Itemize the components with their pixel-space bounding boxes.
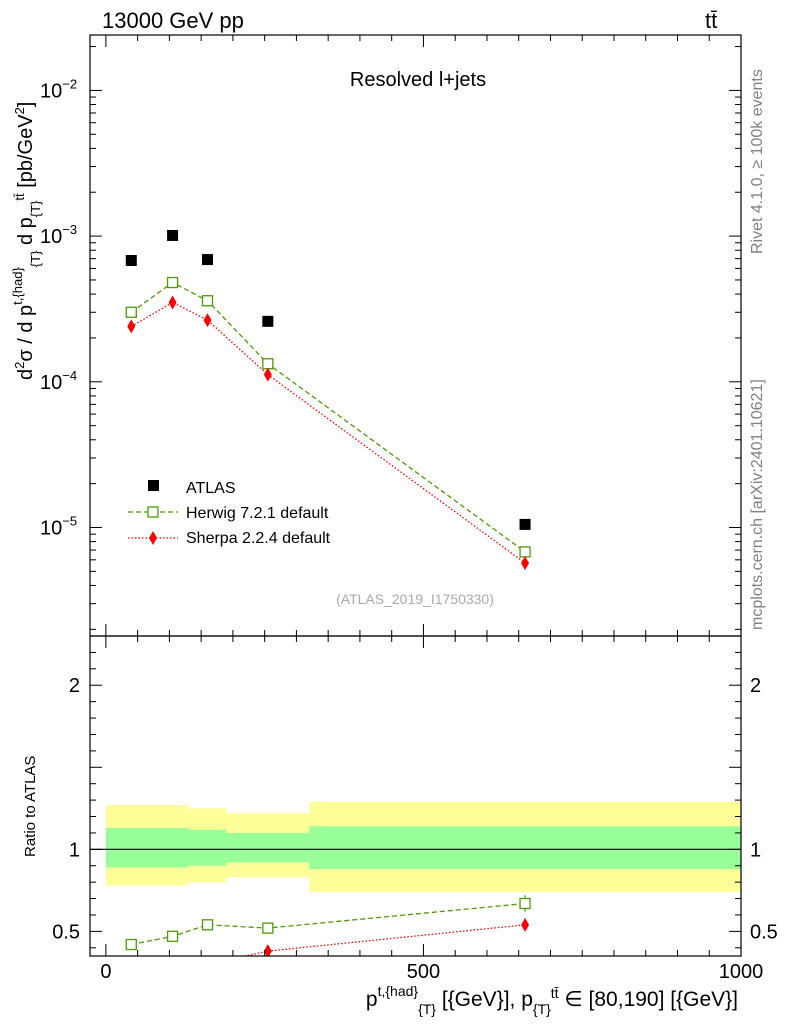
uncertainty-band-inner bbox=[105, 828, 189, 868]
data-point-herwig bbox=[166, 276, 179, 289]
ratio-point-sherpa bbox=[203, 957, 211, 971]
data-point-herwig bbox=[201, 295, 214, 307]
data-point-atlas bbox=[519, 518, 531, 530]
y-tick-label: 10−4 bbox=[40, 368, 77, 394]
data-point-sherpa bbox=[127, 319, 136, 334]
y-tick-label: 10−2 bbox=[40, 76, 77, 102]
ratio-point-sherpa bbox=[169, 967, 177, 981]
legend: ATLAS Herwig 7.2.1 default Sherpa 2.2.4 … bbox=[128, 480, 331, 547]
series-line-sherpa bbox=[130, 301, 526, 564]
header-energy-label: 13000 GeV pp bbox=[102, 8, 244, 33]
ratio-y-tick-label: 0.5 bbox=[52, 921, 80, 943]
ratio-y-tick-label-right: 1 bbox=[750, 839, 761, 861]
analysis-id-label: (ATLAS_2019_I1750330) bbox=[336, 591, 494, 607]
mcplots-label: mcplots.cern.ch [arXiv:2401.10621] bbox=[749, 379, 766, 630]
header-process-label: tt̄ bbox=[705, 8, 717, 33]
data-point-herwig bbox=[125, 306, 137, 318]
data-point-sherpa bbox=[203, 313, 212, 328]
ratio-frame bbox=[89, 635, 742, 957]
ratio-y-tick-label: 1 bbox=[69, 839, 80, 861]
uncertainty-band-inner bbox=[226, 832, 310, 863]
data-point-atlas bbox=[167, 229, 179, 241]
ratio-axes: 0.5 0.5 1 1 2 2 0 500 1000 bbox=[52, 636, 778, 983]
data-point-herwig bbox=[519, 546, 531, 558]
ratio-point-herwig bbox=[125, 938, 137, 951]
main-title: Resolved l+jets bbox=[350, 69, 486, 91]
y-tick-label: 10−5 bbox=[40, 513, 77, 539]
main-plot-content bbox=[125, 229, 531, 571]
ratio-point-herwig bbox=[519, 897, 531, 910]
ratio-point-herwig bbox=[166, 930, 179, 942]
main-axes: 10−2 10−3 10−4 10−5 bbox=[40, 35, 742, 636]
ratio-y-tick-label-right: 0.5 bbox=[750, 921, 778, 943]
data-point-sherpa bbox=[263, 367, 272, 382]
x-tick-label: 0 bbox=[100, 961, 111, 983]
ratio-panel: 0.5 0.5 1 1 2 2 0 500 1000 Ratio to ATLAS pt,{ha… bbox=[22, 635, 778, 1017]
y-tick-label: 10−3 bbox=[40, 222, 77, 248]
main-y-axis-label: d2σ / d pt,{had}{T} d p{T}tt̄ [pb/GeV2] bbox=[10, 102, 43, 380]
x-axis-label: pt,{had}{T} [{GeV}], p{T}tt̄ ∈ [80,190] … bbox=[366, 983, 738, 1017]
legend-marker-herwig bbox=[147, 506, 159, 518]
legend-marker-sherpa bbox=[149, 531, 157, 545]
ratio-point-sherpa bbox=[127, 974, 135, 988]
legend-label-sherpa: Sherpa 2.2.4 default bbox=[186, 530, 331, 547]
rivet-version-label: Rivet 4.1.0, ≥ 100k events bbox=[749, 69, 766, 254]
main-panel: 10−2 10−3 10−4 10−5 Resolved l+jets (ATLAS_… bbox=[10, 34, 742, 637]
legend-marker-atlas bbox=[148, 480, 159, 491]
data-point-sherpa bbox=[168, 295, 177, 310]
legend-label-herwig: Herwig 7.2.1 default bbox=[186, 505, 329, 522]
ratio-point-sherpa bbox=[521, 917, 530, 932]
data-point-sherpa bbox=[521, 556, 530, 571]
ratio-y-tick-label: 2 bbox=[69, 675, 80, 697]
ratio-point-herwig bbox=[262, 922, 274, 934]
ratio-plot-content bbox=[90, 801, 741, 988]
ratio-point-sherpa bbox=[263, 944, 272, 956]
uncertainty-band-inner bbox=[309, 826, 741, 870]
ratio-point-herwig bbox=[201, 919, 214, 931]
x-tick-label: 1000 bbox=[719, 961, 764, 983]
ratio-series bbox=[125, 895, 531, 988]
x-tick-label: 500 bbox=[407, 961, 440, 983]
data-point-atlas bbox=[262, 315, 274, 327]
data-point-atlas bbox=[201, 254, 213, 266]
data-point-herwig bbox=[262, 358, 274, 370]
ratio-y-axis-label: Ratio to ATLAS bbox=[22, 756, 39, 857]
legend-label-atlas: ATLAS bbox=[186, 480, 236, 497]
ratio-line-herwig bbox=[131, 902, 526, 946]
ratio-y-tick-label-right: 2 bbox=[750, 675, 761, 697]
data-point-atlas bbox=[125, 254, 137, 266]
uncertainty-band-inner bbox=[188, 829, 227, 866]
